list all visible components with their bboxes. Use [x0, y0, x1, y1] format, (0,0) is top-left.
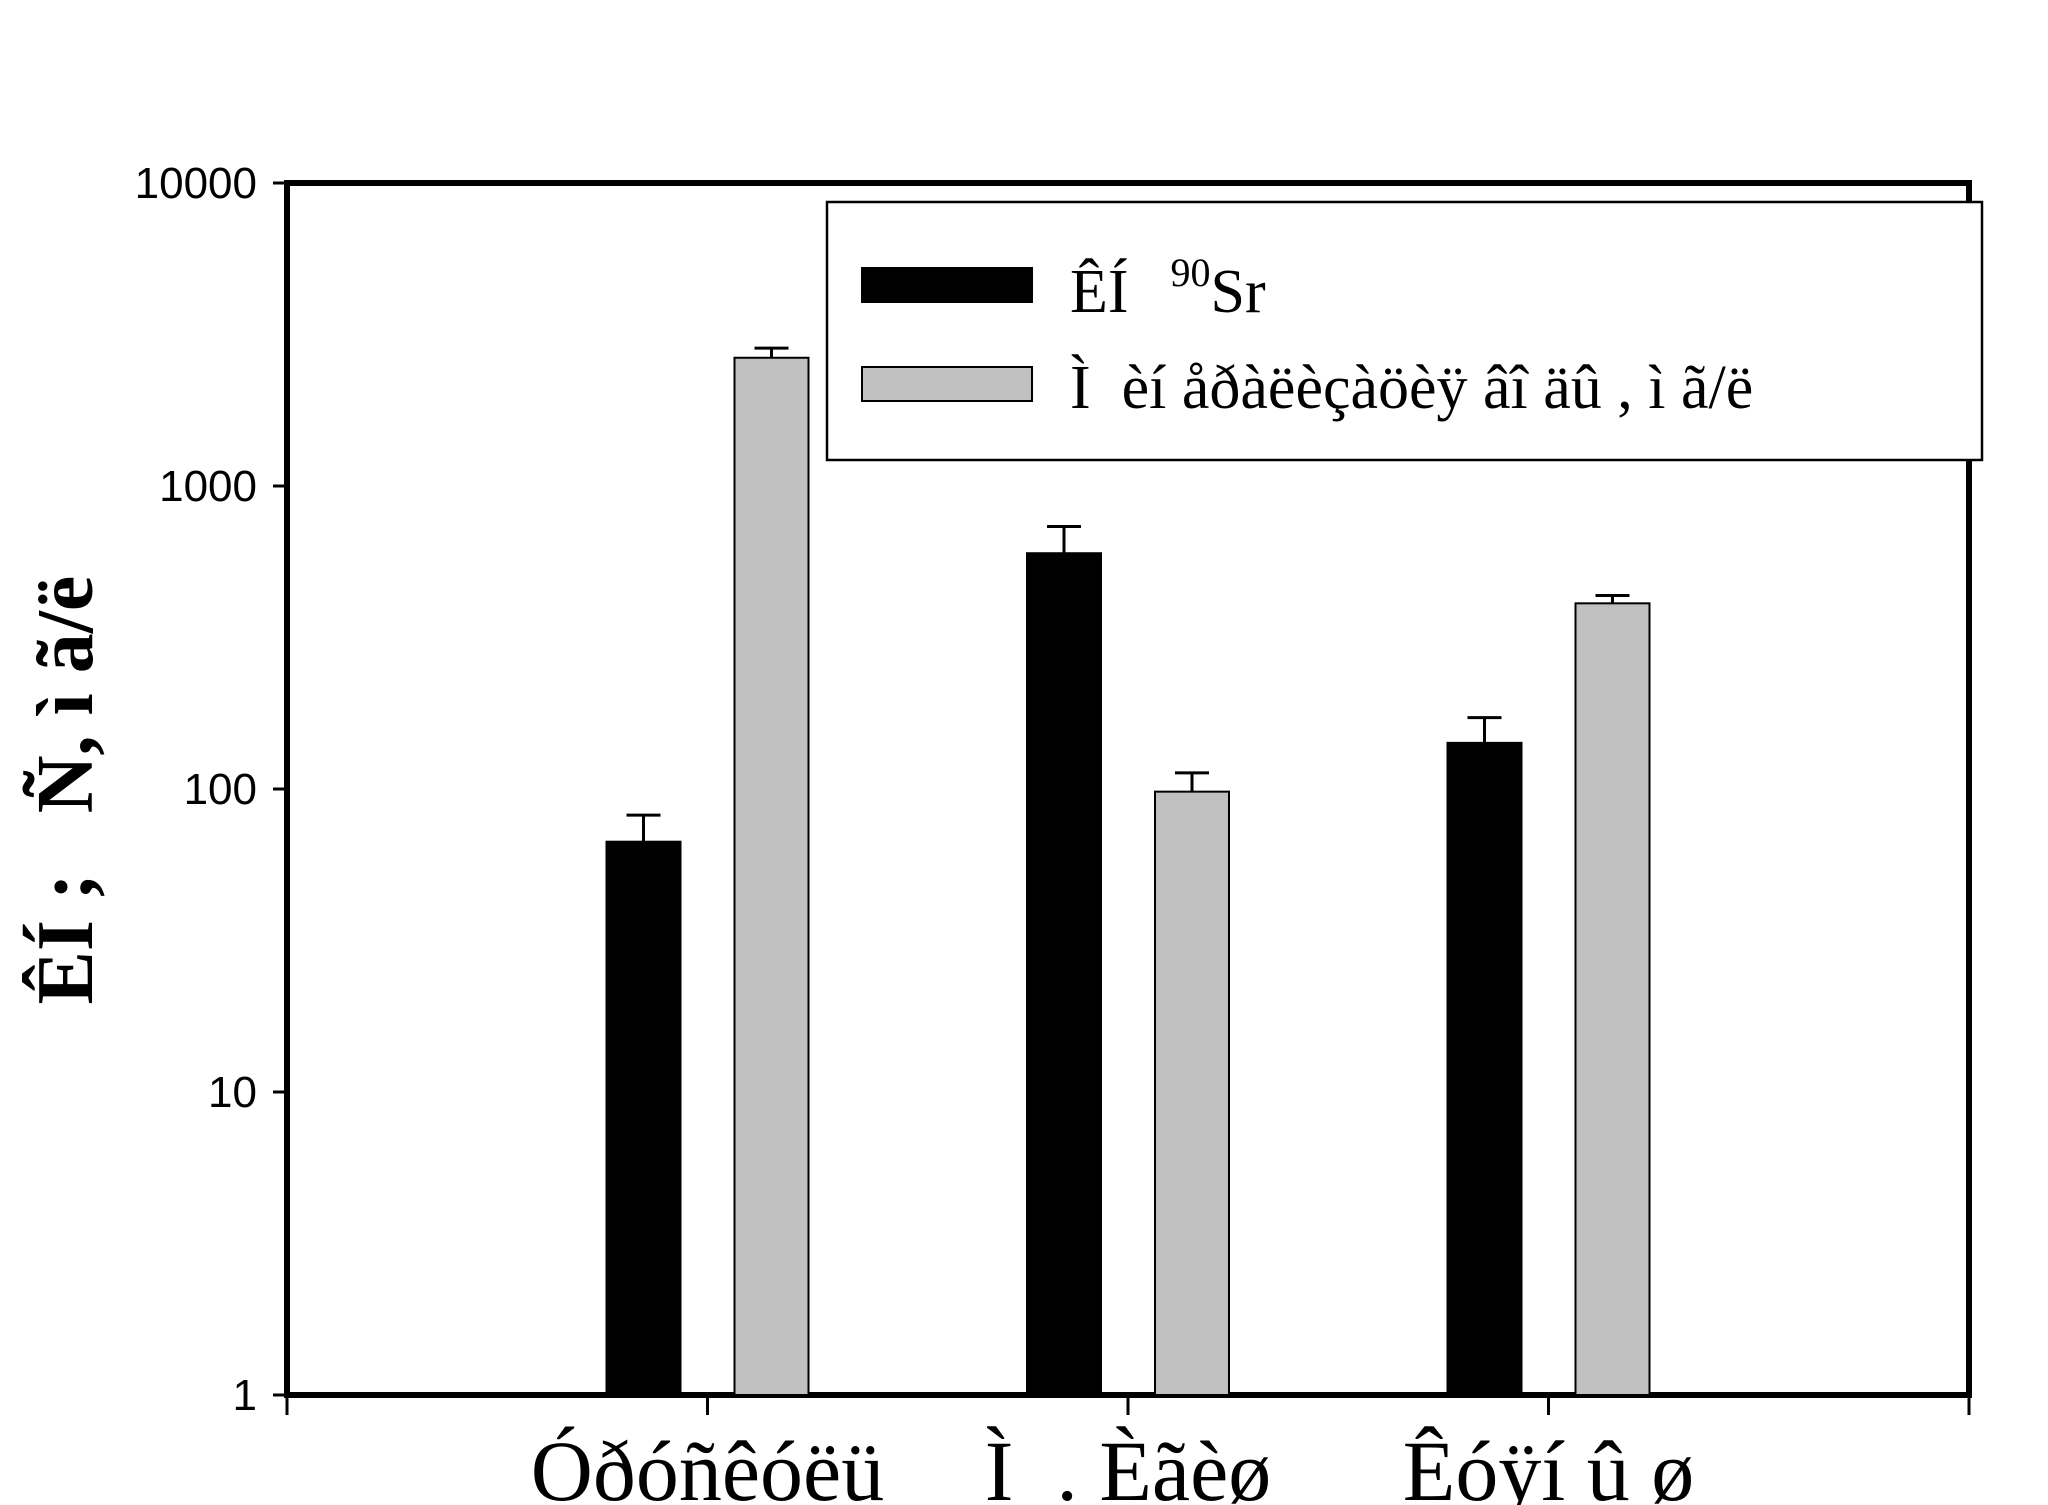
legend: ÊÍ 90Sr Ì èí åðàëèçàöèÿ âî äû , ì ã/ë — [825, 200, 1984, 462]
bar — [1026, 552, 1102, 1396]
bar — [733, 356, 810, 1397]
y-axis: 1 10 100 1000 10000 — [135, 159, 287, 1420]
legend-label-series-1-super: 90 — [1171, 250, 1211, 295]
x-axis: Óðóñêóëü Ì . Èãèø Êóÿí û ø — [285, 1395, 1971, 1505]
legend-label-series-1: ÊÍ 90Sr — [1070, 250, 1266, 326]
y-axis-label: ÊÍ ; Ñ, ì ã/ë — [22, 576, 110, 1005]
bar — [605, 840, 682, 1396]
legend-label-series-1-main: ÊÍ — [1070, 258, 1129, 326]
x-category-label: Óðóñêóëü — [531, 1423, 884, 1505]
legend-label-series-1-tail: Sr — [1211, 258, 1266, 326]
x-category-label: Êóÿí û ø — [1403, 1423, 1694, 1505]
y-tick-label: 1000 — [159, 462, 257, 511]
bar — [1574, 602, 1651, 1396]
y-tick-label: 1 — [233, 1371, 257, 1420]
bars — [605, 346, 1651, 1397]
legend-swatch-series-2 — [861, 366, 1033, 402]
x-category-label: Ì . Èãèø — [985, 1423, 1272, 1505]
legend-swatch-series-1 — [861, 267, 1033, 303]
legend-label-series-2: Ì èí åðàëèçàöèÿ âî äû , ì ã/ë — [1070, 354, 1753, 422]
y-tick-label: 100 — [184, 765, 257, 814]
y-tick-label: 10000 — [135, 159, 257, 208]
legend-box — [825, 200, 1984, 462]
bar — [1446, 741, 1523, 1396]
y-tick-label: 10 — [208, 1068, 257, 1117]
bar — [1154, 790, 1230, 1396]
